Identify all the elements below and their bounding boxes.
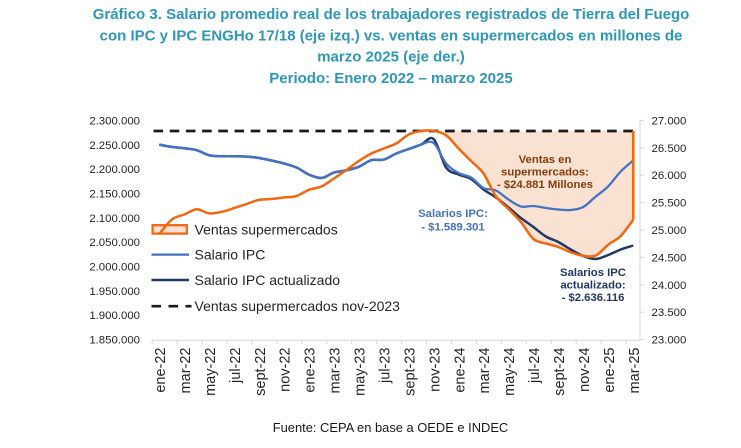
svg-text:jul-22: jul-22	[228, 348, 244, 384]
svg-text:- $24.881 Millones: - $24.881 Millones	[497, 179, 593, 191]
svg-text:may-23: may-23	[353, 348, 369, 396]
svg-text:marzo 2025 (eje der.): marzo 2025 (eje der.)	[317, 49, 465, 66]
svg-text:2.150.000: 2.150.000	[89, 189, 140, 201]
svg-text:Salario IPC actualizado: Salario IPC actualizado	[195, 272, 341, 288]
svg-text:Ventas supermercados: Ventas supermercados	[195, 221, 338, 237]
svg-text:1.850.000: 1.850.000	[89, 335, 140, 347]
svg-text:2.250.000: 2.250.000	[89, 140, 140, 152]
svg-text:supermercados:: supermercados:	[501, 167, 589, 179]
svg-text:2.050.000: 2.050.000	[89, 237, 140, 249]
svg-text:Salario IPC: Salario IPC	[195, 246, 266, 262]
svg-text:Ventas supermercados nov-2023: Ventas supermercados nov-2023	[195, 298, 401, 314]
svg-text:24.000: 24.000	[652, 280, 687, 292]
svg-text:1.950.000: 1.950.000	[89, 286, 140, 298]
svg-text:- $2.636.116: - $2.636.116	[562, 292, 625, 304]
svg-text:mar-25: mar-25	[627, 348, 643, 394]
svg-text:mar-22: mar-22	[178, 348, 194, 394]
svg-text:may-24: may-24	[502, 348, 518, 396]
svg-text:sept-23: sept-23	[402, 348, 418, 396]
svg-text:actualizado:: actualizado:	[560, 280, 625, 292]
svg-text:Salarios IPC:: Salarios IPC:	[418, 208, 488, 220]
svg-text:mar-23: mar-23	[328, 348, 344, 394]
svg-text:jul-23: jul-23	[378, 348, 394, 384]
svg-text:1.900.000: 1.900.000	[89, 310, 140, 322]
svg-text:con IPC y IPC ENGHo 17/18 (eje: con IPC y IPC ENGHo 17/18 (eje izq.) vs.…	[100, 27, 683, 44]
svg-text:sept-22: sept-22	[253, 348, 269, 396]
svg-text:sept-24: sept-24	[552, 348, 568, 396]
svg-text:Gráfico 3. Salario promedio re: Gráfico 3. Salario promedio real de los …	[93, 6, 690, 23]
svg-text:ene-25: ene-25	[602, 348, 618, 393]
svg-text:2.000.000: 2.000.000	[89, 262, 140, 274]
svg-text:27.000: 27.000	[652, 115, 687, 127]
svg-text:ene-22: ene-22	[153, 348, 169, 393]
svg-text:ene-23: ene-23	[303, 348, 319, 393]
svg-text:may-22: may-22	[203, 348, 219, 396]
svg-text:Periodo: Enero 2022 – marzo 20: Periodo: Enero 2022 – marzo 2025	[269, 70, 512, 87]
svg-text:23.500: 23.500	[652, 307, 687, 319]
svg-text:24.500: 24.500	[652, 252, 687, 264]
svg-text:Salarios IPC: Salarios IPC	[560, 267, 626, 279]
svg-text:23.000: 23.000	[652, 335, 687, 347]
svg-text:26.000: 26.000	[652, 170, 687, 182]
svg-text:2.300.000: 2.300.000	[89, 115, 140, 127]
svg-text:25.500: 25.500	[652, 198, 687, 210]
svg-text:ene-24: ene-24	[452, 348, 468, 393]
svg-text:- $1.589.301: - $1.589.301	[421, 222, 484, 234]
svg-text:2.100.000: 2.100.000	[89, 213, 140, 225]
svg-text:Fuente: CEPA en base a OEDE e: Fuente: CEPA en base a OEDE e INDEC	[273, 420, 509, 435]
svg-text:mar-24: mar-24	[477, 348, 493, 394]
svg-text:2.200.000: 2.200.000	[89, 164, 140, 176]
svg-text:Ventas en: Ventas en	[519, 154, 572, 166]
svg-text:nov-24: nov-24	[577, 348, 593, 392]
svg-text:nov-23: nov-23	[427, 348, 443, 392]
svg-text:26.500: 26.500	[652, 143, 687, 155]
svg-text:jul-24: jul-24	[527, 348, 543, 384]
svg-text:nov-22: nov-22	[278, 348, 294, 392]
svg-text:25.000: 25.000	[652, 225, 687, 237]
